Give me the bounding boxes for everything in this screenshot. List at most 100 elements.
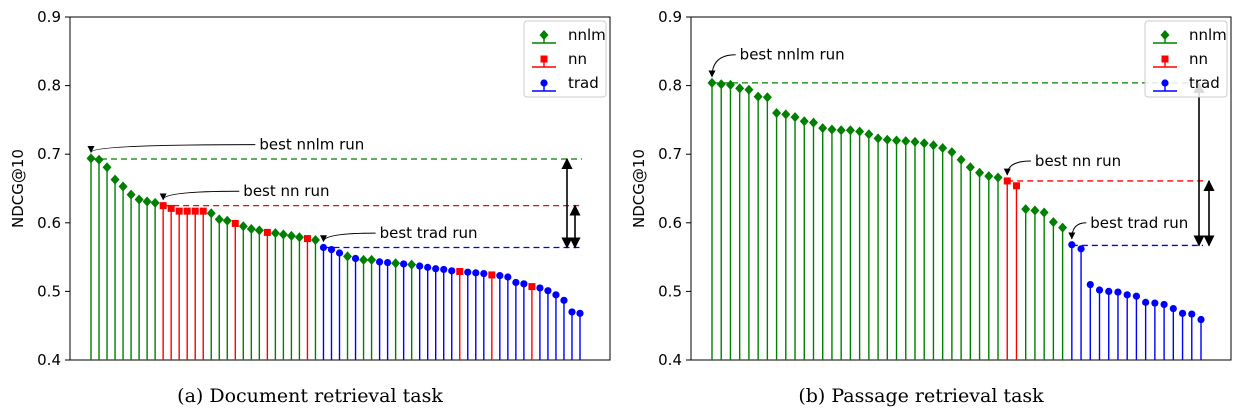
marker-trad [432,265,440,273]
marker-trad [1095,286,1104,294]
annotation-arrow [1003,160,1031,176]
legend-label-trad: trad [568,74,599,92]
marker-nnlm [142,196,152,207]
y-tick-label: 0.7 [658,145,682,163]
legend-marker-trad [540,79,548,87]
marker-trad [384,258,392,267]
y-tick-label: 0.9 [37,8,61,26]
marker-nnlm [238,221,248,232]
marker-nnlm [1058,222,1068,233]
marker-nnlm [956,154,966,165]
marker-nnlm [818,123,828,134]
marker-trad [375,258,384,266]
legend-marker-trad [1161,79,1169,87]
annotation-label: best trad run [380,224,478,242]
marker-trad [1178,309,1187,317]
marker-nnlm [214,214,224,225]
marker-trad [1197,315,1205,324]
legend-label-nn: nn [568,50,587,68]
marker-trad [472,269,480,277]
marker-nnlm [910,136,920,147]
marker-nnlm [294,232,304,243]
legend-label-nnlm: nnlm [1189,26,1227,44]
marker-trad [480,269,488,278]
marker-nnlm [725,79,735,90]
marker-nnlm [845,125,855,136]
marker-trad [400,260,408,268]
annotation-label: best nn run [243,182,329,200]
marker-trad [327,245,336,254]
marker-nnlm [270,228,280,239]
caption-passage-retrieval: (b) Passage retrieval task [798,385,1044,407]
marker-nnlm [901,136,911,147]
y-tick-label: 0.7 [37,145,61,163]
marker-nnlm [206,208,216,219]
y-tick-label: 0.5 [658,282,682,300]
legend-marker-nnlm [539,30,549,40]
marker-nnlm [827,124,837,135]
marker-trad [1169,304,1177,313]
marker-nnlm [134,194,144,205]
chart-passage-retrieval: 0.4 0.5 0.6 0.7 0.8 0.9 NDCG@10 best nnlm run be… [630,8,1232,369]
marker-nnlm [86,153,96,164]
marker-nnlm [873,133,883,144]
marker-trad [416,262,424,270]
y-tick-label: 0.6 [37,214,61,232]
marker-nnlm [716,79,726,90]
marker-nnlm [278,229,288,240]
marker-trad [424,263,432,271]
marker-nnlm [965,162,975,173]
marker-trad [520,280,528,288]
marker-trad [351,254,360,263]
figure-passage-retrieval: 0.4 0.5 0.6 0.7 0.8 0.9 NDCG@10 best nnlm run be… [621,0,1241,416]
marker-nnlm [407,259,417,270]
marker-nnlm [735,83,745,94]
marker-nnlm [808,117,818,128]
y-tick-label: 0.8 [658,77,682,95]
marker-trad [440,265,448,274]
marker-nnlm [975,167,985,178]
marker-nnlm [391,258,401,269]
annotation-label: best nnlm run [259,136,364,154]
marker-trad [576,309,584,317]
marker-nn [488,271,496,279]
marker-nnlm [993,172,1003,183]
marker-trad [504,273,512,281]
marker-nn [1003,177,1011,185]
marker-nnlm [919,138,929,149]
marker-nnlm [772,108,782,119]
marker-nnlm [359,254,369,265]
marker-nn [263,228,271,236]
marker-nnlm [799,116,809,127]
marker-nnlm [781,109,791,120]
y-tick-label: 0.9 [658,8,682,26]
marker-nnlm [118,181,128,192]
marker-trad [1068,241,1076,249]
marker-nn [456,268,464,276]
marker-nnlm [762,92,772,103]
marker-nnlm [984,171,994,182]
figure-document-retrieval: 0.4 0.5 0.6 0.7 0.8 0.9 NDCG@10 best nnlm run be… [0,0,620,416]
marker-nnlm [947,147,957,158]
annotation-label: best nnlm run [740,46,845,64]
marker-nnlm [892,135,902,146]
marker-trad [335,249,344,257]
marker-nnlm [1030,205,1040,216]
legend-marker-nn [540,55,548,63]
marker-nn [528,283,536,291]
y-tick-label: 0.4 [37,351,61,369]
marker-nnlm [882,134,892,145]
marker-nn [303,235,311,243]
chart-document-retrieval: 0.4 0.5 0.6 0.7 0.8 0.9 NDCG@10 best nnlm run be… [9,8,611,369]
annotation-arrow [1068,222,1087,240]
caption-document-retrieval: (a) Document retrieval task [177,385,443,407]
marker-nn [231,219,239,227]
marker-trad [568,308,576,316]
marker-nnlm [310,234,320,245]
legend-label-nn: nn [1189,50,1208,68]
y-tick-label: 0.8 [37,77,61,95]
y-axis-label: NDCG@10 [9,149,27,228]
marker-nnlm [1039,207,1049,218]
marker-nnlm [744,84,754,95]
y-tick-label: 0.6 [658,214,682,232]
